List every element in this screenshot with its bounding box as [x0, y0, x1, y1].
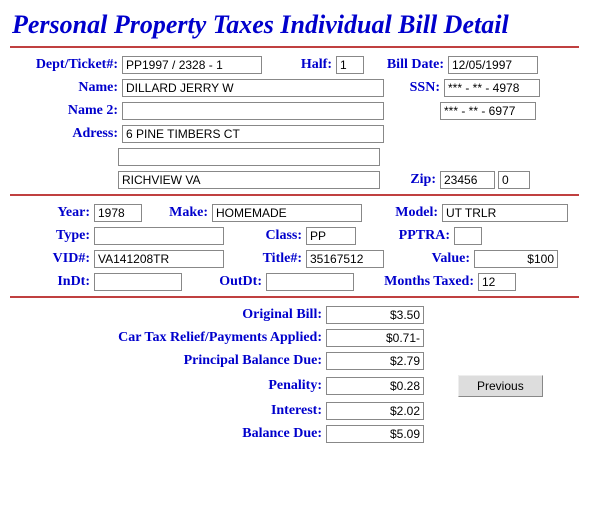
interest-field[interactable] [326, 402, 424, 420]
billdate-field[interactable] [448, 56, 538, 74]
value-field[interactable] [474, 250, 558, 268]
city-field[interactable] [118, 171, 380, 189]
year-label: Year: [10, 205, 94, 221]
ssn-label: SSN: [384, 80, 444, 96]
half-label: Half: [262, 57, 336, 73]
balance-field[interactable] [326, 425, 424, 443]
make-label: Make: [142, 205, 212, 221]
address-label: Adress: [10, 126, 122, 142]
divider-1 [10, 46, 579, 48]
name2-field[interactable] [122, 102, 384, 120]
interest-label: Interest: [10, 403, 326, 419]
half-field[interactable] [336, 56, 364, 74]
dept-field[interactable] [122, 56, 262, 74]
page-title: Personal Property Taxes Individual Bill … [12, 10, 579, 40]
billdate-label: Bill Date: [364, 57, 448, 73]
months-field[interactable] [478, 273, 516, 291]
make-field[interactable] [212, 204, 362, 222]
indt-label: InDt: [10, 274, 94, 290]
ssn2-field[interactable] [440, 102, 536, 120]
year-field[interactable] [94, 204, 142, 222]
value-label: Value: [384, 251, 474, 267]
vid-label: VID#: [10, 251, 94, 267]
original-label: Original Bill: [10, 307, 326, 323]
type-field[interactable] [94, 227, 224, 245]
relief-label: Car Tax Relief/Payments Applied: [10, 330, 326, 346]
totals-section: Original Bill: Car Tax Relief/Payments A… [10, 306, 579, 443]
name2-label: Name 2: [10, 103, 122, 119]
zip1-field[interactable] [440, 171, 495, 189]
pptra-label: PPTRA: [356, 228, 454, 244]
vehicle-section: Year: Make: Model: Type: Class: PPTRA: V… [10, 204, 579, 291]
principal-label: Principal Balance Due: [10, 353, 326, 369]
divider-2 [10, 194, 579, 196]
principal-field[interactable] [326, 352, 424, 370]
address2-field[interactable] [118, 148, 380, 166]
header-section: Dept/Ticket#: Half: Bill Date: Name: SSN… [10, 56, 579, 189]
dept-label: Dept/Ticket#: [10, 57, 122, 73]
class-field[interactable] [306, 227, 356, 245]
penalty-field[interactable] [326, 377, 424, 395]
outdt-field[interactable] [266, 273, 354, 291]
penalty-label: Penality: [10, 378, 326, 394]
zip-label: Zip: [380, 172, 440, 188]
original-field[interactable] [326, 306, 424, 324]
class-label: Class: [224, 228, 306, 244]
type-label: Type: [10, 228, 94, 244]
vid-field[interactable] [94, 250, 224, 268]
titlenum-field[interactable] [306, 250, 384, 268]
name-label: Name: [10, 80, 122, 96]
balance-label: Balance Due: [10, 426, 326, 442]
name-field[interactable] [122, 79, 384, 97]
address1-field[interactable] [122, 125, 384, 143]
model-field[interactable] [442, 204, 568, 222]
ssn-field[interactable] [444, 79, 540, 97]
indt-field[interactable] [94, 273, 182, 291]
titlenum-label: Title#: [224, 251, 306, 267]
relief-field[interactable] [326, 329, 424, 347]
pptra-field[interactable] [454, 227, 482, 245]
outdt-label: OutDt: [182, 274, 266, 290]
previous-button[interactable]: Previous [458, 375, 543, 397]
months-label: Months Taxed: [354, 274, 478, 290]
divider-3 [10, 296, 579, 298]
zip2-field[interactable] [498, 171, 530, 189]
model-label: Model: [362, 205, 442, 221]
